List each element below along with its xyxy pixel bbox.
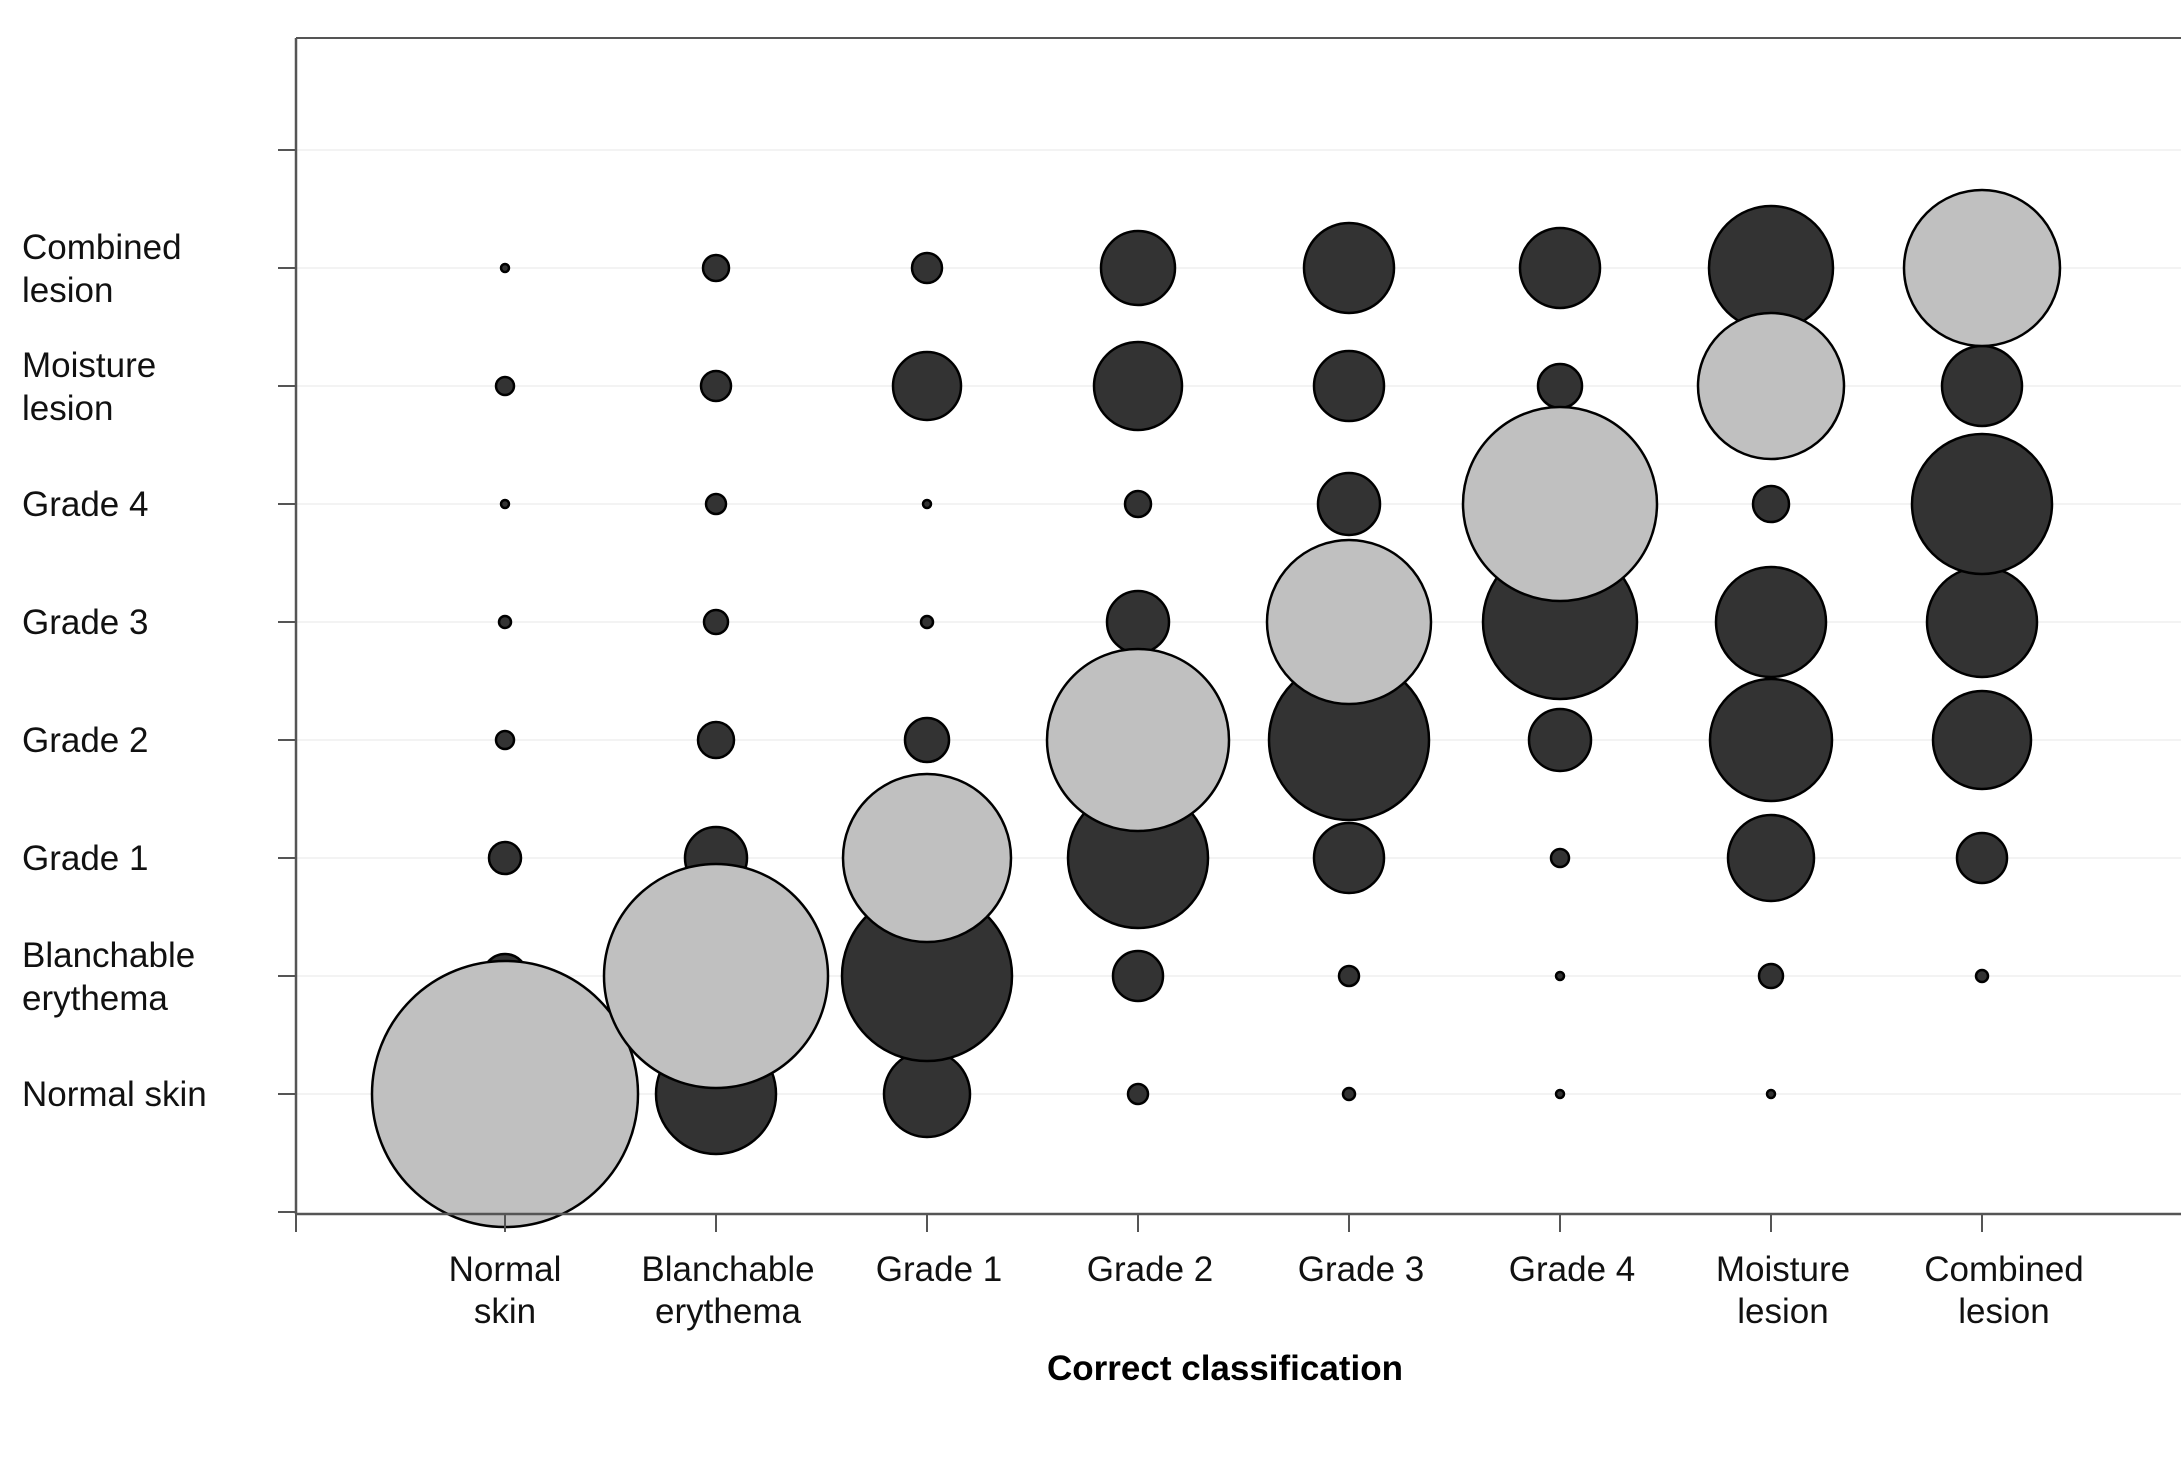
bubble-misclassified bbox=[499, 498, 511, 510]
y-tick-label: Combined lesion bbox=[22, 228, 182, 310]
y-tick-label: Blanchable erythema bbox=[22, 936, 195, 1018]
bubble-misclassified bbox=[882, 1049, 972, 1139]
x-tick-label: Grade 1 bbox=[876, 1250, 1002, 1289]
bubble-misclassified bbox=[919, 614, 935, 630]
bubble-misclassified bbox=[1554, 970, 1566, 982]
bubble-misclassified bbox=[1726, 813, 1816, 903]
bubble-misclassified bbox=[1312, 821, 1386, 895]
bubble-correct bbox=[1045, 647, 1231, 833]
y-tick-label: Grade 1 bbox=[22, 839, 148, 878]
bubble-correct bbox=[1696, 311, 1846, 461]
x-tick-label: Grade 2 bbox=[1087, 1250, 1213, 1289]
x-tick-label: Combined lesion bbox=[1924, 1250, 2084, 1331]
bubble-misclassified bbox=[494, 375, 516, 397]
x-tick-label: Normal skin bbox=[449, 1250, 562, 1331]
bubble-series bbox=[370, 188, 2062, 1229]
bubble-misclassified bbox=[1527, 707, 1593, 773]
bubble-misclassified bbox=[1316, 471, 1382, 537]
bubble-correct bbox=[841, 772, 1013, 944]
bubble-misclassified bbox=[1708, 677, 1834, 803]
bubble-misclassified bbox=[1123, 489, 1153, 519]
bubble-misclassified bbox=[1974, 968, 1990, 984]
x-tick-label: Grade 4 bbox=[1509, 1250, 1635, 1289]
bubble-misclassified bbox=[494, 729, 516, 751]
x-tick-label: Blanchable erythema bbox=[641, 1250, 814, 1331]
bubble-misclassified bbox=[1126, 1082, 1150, 1106]
bubble-misclassified bbox=[701, 253, 731, 283]
bubble-misclassified bbox=[499, 262, 511, 274]
bubble-misclassified bbox=[1554, 1088, 1566, 1100]
bubble-misclassified bbox=[1536, 362, 1584, 410]
bubble-misclassified bbox=[1940, 344, 2024, 428]
gridlines bbox=[296, 149, 2181, 1095]
y-tick-label: Normal skin bbox=[22, 1075, 207, 1114]
bubble-correct bbox=[1265, 538, 1433, 706]
y-axis-ticks: Normal skin Blanchable erythema Grade 1 Grad… bbox=[22, 149, 296, 1213]
bubble-misclassified bbox=[1518, 226, 1602, 310]
x-axis-title: Correct classification bbox=[1047, 1349, 1403, 1388]
bubble-misclassified bbox=[699, 369, 733, 403]
bubble-misclassified bbox=[1312, 349, 1386, 423]
bubble-misclassified bbox=[1910, 432, 2054, 576]
bubble-correct bbox=[602, 862, 830, 1090]
bubble-misclassified bbox=[1931, 689, 2033, 791]
bubble-misclassified bbox=[910, 251, 944, 285]
bubble-misclassified bbox=[1337, 964, 1361, 988]
bubble-misclassified bbox=[1955, 831, 2009, 885]
bubble-misclassified bbox=[903, 716, 951, 764]
y-tick-label: Grade 3 bbox=[22, 603, 148, 642]
axes bbox=[294, 37, 2181, 1216]
bubble-misclassified bbox=[1751, 484, 1791, 524]
bubble-misclassified bbox=[487, 840, 523, 876]
bubble-misclassified bbox=[1341, 1086, 1357, 1102]
bubble-misclassified bbox=[1549, 847, 1571, 869]
bubble-misclassified bbox=[1302, 221, 1396, 315]
x-tick-label: Moisture lesion bbox=[1716, 1250, 1850, 1331]
bubble-correct bbox=[370, 959, 640, 1229]
bubble-misclassified bbox=[1092, 340, 1184, 432]
bubble-misclassified bbox=[891, 350, 963, 422]
bubble-misclassified bbox=[921, 498, 933, 510]
x-tick-label: Grade 3 bbox=[1298, 1250, 1424, 1289]
bubble-misclassified bbox=[696, 720, 736, 760]
bubble-misclassified bbox=[1105, 589, 1171, 655]
bubble-misclassified bbox=[1111, 949, 1165, 1003]
bubble-misclassified bbox=[1925, 565, 2039, 679]
x-axis-ticks: Normal skin Blanchable erythema Grade 1 Grade… bbox=[295, 1214, 2084, 1331]
bubble-misclassified bbox=[1099, 229, 1177, 307]
y-tick-label: Grade 2 bbox=[22, 721, 148, 760]
bubble-correct bbox=[1902, 188, 2062, 348]
bubble-misclassified bbox=[704, 492, 728, 516]
bubble-misclassified bbox=[1714, 565, 1828, 679]
bubble-correct bbox=[1461, 405, 1659, 603]
y-tick-label: Grade 4 bbox=[22, 485, 148, 524]
bubble-misclassified bbox=[1707, 204, 1835, 332]
bubble-misclassified bbox=[1757, 962, 1785, 990]
bubble-misclassified bbox=[1765, 1088, 1777, 1100]
y-tick-label: Moisture lesion bbox=[22, 346, 156, 428]
bubble-misclassified bbox=[702, 608, 730, 636]
bubble-misclassified bbox=[497, 614, 513, 630]
